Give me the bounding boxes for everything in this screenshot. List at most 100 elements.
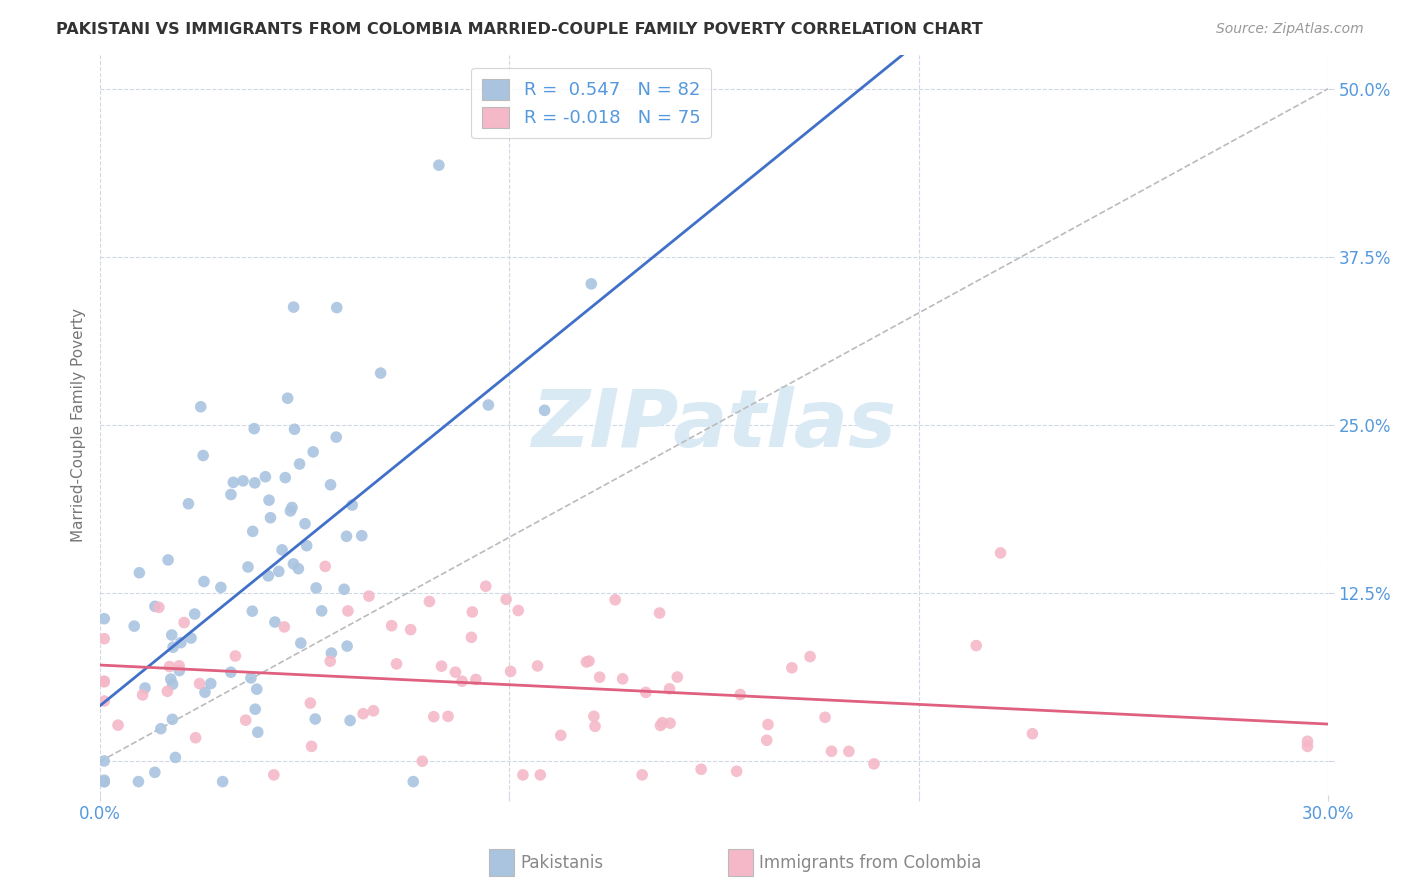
Point xyxy=(464,673,486,687)
Point xyxy=(666,670,689,684)
Point xyxy=(295,539,318,553)
Point xyxy=(280,504,302,518)
Point xyxy=(581,277,603,291)
Point xyxy=(169,664,191,678)
Point xyxy=(159,672,181,686)
Point xyxy=(274,470,297,484)
Point xyxy=(235,713,257,727)
Point xyxy=(93,774,115,789)
Point xyxy=(219,665,242,680)
Point xyxy=(437,709,460,723)
Point xyxy=(508,603,530,617)
Point xyxy=(188,676,211,690)
Point xyxy=(245,702,267,716)
Point xyxy=(224,648,246,663)
Point xyxy=(605,592,627,607)
Point xyxy=(304,712,326,726)
Point xyxy=(728,688,751,702)
Point xyxy=(533,403,555,417)
Text: Pakistanis: Pakistanis xyxy=(520,854,603,871)
Point xyxy=(236,560,259,574)
Point xyxy=(658,681,681,696)
Point xyxy=(162,677,184,691)
Point xyxy=(583,719,606,733)
Point xyxy=(143,765,166,780)
Point xyxy=(267,565,290,579)
Point xyxy=(363,704,385,718)
Point xyxy=(335,529,357,543)
Point xyxy=(427,158,450,172)
Point xyxy=(143,599,166,614)
Point xyxy=(211,774,233,789)
Point xyxy=(93,674,115,689)
Point xyxy=(402,774,425,789)
Point xyxy=(550,728,572,742)
Point xyxy=(814,710,837,724)
Point xyxy=(333,582,356,597)
Point xyxy=(242,524,264,539)
Point xyxy=(93,674,115,689)
Point xyxy=(193,574,215,589)
Point xyxy=(283,422,305,436)
Point xyxy=(350,529,373,543)
Point xyxy=(495,592,517,607)
Point xyxy=(148,600,170,615)
Point xyxy=(512,768,534,782)
Point xyxy=(863,756,886,771)
Point xyxy=(352,706,374,721)
Point xyxy=(1296,734,1319,748)
Point xyxy=(444,665,467,680)
Point xyxy=(170,635,193,649)
Point xyxy=(631,768,654,782)
Point xyxy=(648,606,671,620)
Point xyxy=(451,674,474,689)
Point xyxy=(370,366,392,380)
Text: PAKISTANI VS IMMIGRANTS FROM COLOMBIA MARRIED-COUPLE FAMILY POVERTY CORRELATION : PAKISTANI VS IMMIGRANTS FROM COLOMBIA MA… xyxy=(56,22,983,37)
Point xyxy=(321,646,343,660)
Point xyxy=(283,557,305,571)
Point xyxy=(499,665,522,679)
Point xyxy=(612,672,634,686)
Point xyxy=(200,676,222,690)
Point xyxy=(990,546,1012,560)
Point xyxy=(264,615,287,629)
Point xyxy=(311,604,333,618)
Point xyxy=(314,559,336,574)
Point xyxy=(578,654,600,668)
Point xyxy=(219,487,242,501)
Point xyxy=(281,500,304,515)
Text: ZIPatlas: ZIPatlas xyxy=(531,386,897,464)
Point xyxy=(222,475,245,490)
Point xyxy=(128,566,150,580)
Point xyxy=(690,762,713,776)
Point xyxy=(184,731,207,745)
Point xyxy=(156,684,179,698)
Point xyxy=(134,681,156,695)
Point xyxy=(780,661,803,675)
Point xyxy=(93,774,115,789)
Point xyxy=(239,671,262,685)
Point xyxy=(325,430,347,444)
Point xyxy=(93,694,115,708)
Point xyxy=(254,469,277,483)
Point xyxy=(246,725,269,739)
Point xyxy=(461,605,484,619)
Point xyxy=(273,620,295,634)
Point xyxy=(157,553,180,567)
Point xyxy=(820,744,842,758)
Point xyxy=(301,739,323,754)
Point xyxy=(107,718,129,732)
Point xyxy=(756,717,779,731)
Point xyxy=(167,658,190,673)
Point xyxy=(271,542,294,557)
Point xyxy=(191,449,214,463)
Point xyxy=(1296,739,1319,754)
Point xyxy=(288,457,311,471)
Point xyxy=(257,493,280,508)
Point xyxy=(336,639,359,653)
Point xyxy=(162,712,184,726)
Point xyxy=(240,604,263,618)
Point xyxy=(659,716,682,731)
Point xyxy=(411,754,433,768)
Point xyxy=(294,516,316,531)
